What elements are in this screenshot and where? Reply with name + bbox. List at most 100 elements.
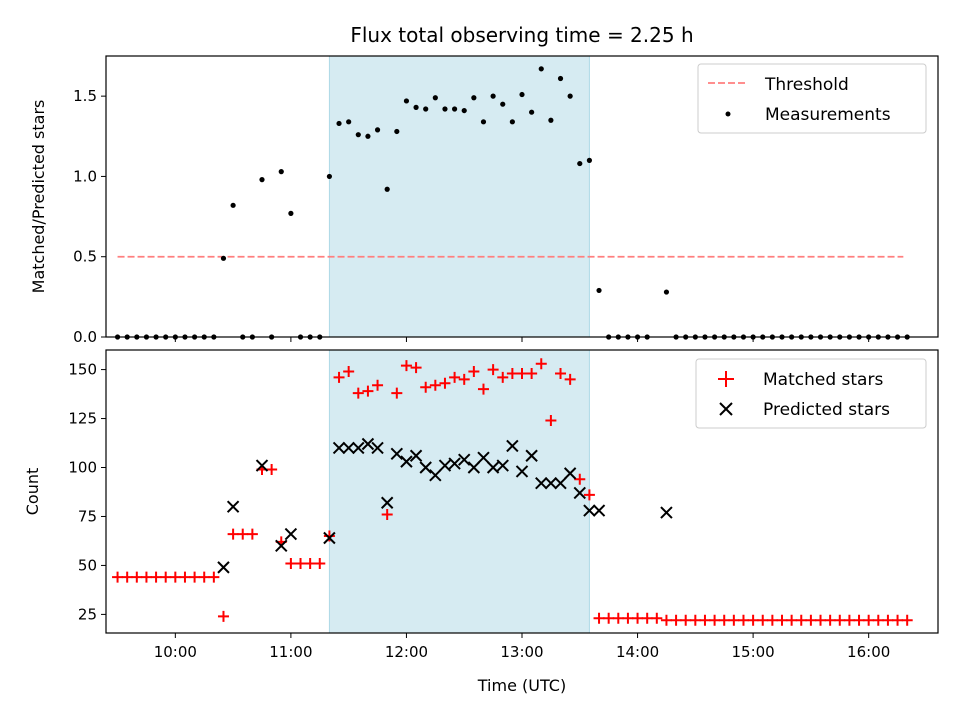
- matched-star-point: [246, 528, 258, 540]
- matched-star-point: [468, 366, 480, 378]
- measurement-point: [490, 93, 496, 99]
- matched-star-point: [718, 614, 730, 626]
- measurement-point: [278, 169, 284, 175]
- bottom-x-axis-label: Time (UTC): [477, 676, 566, 695]
- bottom-x-tick-label: 11:00: [269, 643, 312, 661]
- top-legend-box: [697, 63, 927, 134]
- bottom-plot-marks: [112, 358, 913, 626]
- matched-star-point: [372, 379, 384, 391]
- matched-star-point: [121, 571, 133, 583]
- measurement-point: [471, 95, 477, 101]
- predicted-star-point: [458, 453, 471, 466]
- top-x-ticks: [174, 337, 870, 342]
- top-y-tick-label: 0.0: [73, 328, 97, 346]
- matched-star-point: [728, 614, 740, 626]
- predicted-star-point: [284, 527, 298, 541]
- predicted-star-point: [525, 449, 538, 462]
- matched-star-point: [304, 557, 316, 569]
- matched-star-point: [863, 614, 875, 626]
- matched-star-point: [574, 473, 586, 485]
- measurement-point: [451, 106, 458, 112]
- matched-star-point: [699, 614, 711, 626]
- matched-star-point: [362, 385, 374, 397]
- measurement-point: [394, 128, 400, 135]
- measurement-point: [461, 107, 467, 114]
- predicted-star-point: [506, 439, 519, 453]
- matched-star-point: [651, 612, 663, 624]
- predicted-star-point: [515, 465, 529, 478]
- predicted-star-point: [371, 441, 384, 455]
- matched-star-point: [237, 528, 249, 540]
- measurement-point: [548, 117, 554, 123]
- bottom-x-tick-label: 12:00: [385, 643, 428, 661]
- predicted-star-point: [660, 506, 673, 519]
- matched-star-point: [506, 368, 518, 380]
- measurement-point: [442, 106, 448, 112]
- predicted-star-point: [486, 461, 500, 474]
- matched-star-point: [323, 530, 335, 542]
- predicted-star-point: [275, 539, 288, 553]
- matched-star-point: [439, 377, 451, 389]
- bottom-x-tick-label: 10:00: [154, 643, 197, 661]
- matched-star-point: [882, 614, 894, 626]
- matched-star-point: [815, 614, 827, 626]
- matched-star-point: [757, 614, 769, 626]
- predicted-star-point: [583, 504, 596, 517]
- bottom-legend: Matched stars Predicted stars: [695, 358, 927, 429]
- figure-title: Flux total observing time = 2.25 h: [350, 23, 693, 47]
- matched-star-point: [140, 571, 152, 583]
- predicted-star-point: [332, 441, 346, 455]
- predicted-star-point: [592, 504, 606, 517]
- matched-star-point: [169, 571, 181, 583]
- measurement-point: [557, 75, 564, 82]
- predicted-star-point: [429, 469, 442, 482]
- predicted-star-point: [226, 500, 240, 513]
- bottom-y-tick-label: 75: [78, 507, 97, 525]
- predicted-star-point: [438, 459, 452, 472]
- predicted-star-point: [535, 476, 548, 490]
- bottom-y-ticks: 25 50 75 100 125 150: [68, 361, 106, 623]
- matched-star-point: [179, 571, 191, 583]
- bottom-y-tick-label: 25: [78, 605, 97, 623]
- bottom-y-axis-label: Count: [23, 468, 42, 516]
- matched-star-point: [429, 379, 441, 391]
- matched-star-point: [824, 614, 836, 626]
- bottom-x-tick-label: 15:00: [731, 643, 774, 661]
- measurement-point: [403, 98, 410, 104]
- bottom-legend-box: [695, 358, 927, 429]
- matched-star-point: [487, 364, 499, 376]
- predicted-star-point: [544, 476, 558, 490]
- matched-star-point: [564, 373, 576, 385]
- matched-star-point: [285, 557, 297, 569]
- bottom-y-tick-label: 100: [68, 459, 97, 477]
- matched-star-point: [333, 371, 345, 383]
- predicted-star-point: [563, 467, 577, 480]
- matched-star-point: [535, 358, 547, 370]
- matched-star-point: [410, 362, 422, 374]
- matched-stars-legend-label: Matched stars: [763, 370, 883, 390]
- matched-star-point: [872, 614, 884, 626]
- predicted-stars-legend-swatch: [719, 402, 733, 416]
- measurement-point: [288, 210, 294, 216]
- predicted-star-point: [217, 561, 230, 574]
- measurement-point: [423, 106, 429, 112]
- measurement-point: [365, 133, 371, 139]
- matched-star-point: [150, 571, 162, 583]
- measurement-point: [529, 109, 535, 115]
- matched-star-point: [266, 463, 278, 475]
- top-highlight-span: [328, 55, 590, 338]
- top-y-ticks: 0.0 0.5 1.0 1.5: [73, 87, 106, 346]
- matched-star-point: [477, 383, 489, 395]
- measurement-point: [355, 132, 361, 138]
- measurements-legend-swatch: [725, 111, 731, 117]
- predicted-star-point: [477, 451, 490, 464]
- matched-star-point: [295, 557, 307, 569]
- matched-star-point: [217, 610, 229, 622]
- bottom-panel: 10:00 11:00 12:00 13:00 14:00 15:00 16:00 25 50…: [23, 349, 939, 695]
- top-observing-window: [328, 55, 590, 338]
- bottom-observing-window: [328, 349, 590, 634]
- predicted-star-point: [323, 531, 336, 545]
- measurement-point: [432, 95, 438, 101]
- matched-stars-legend-swatch: [718, 371, 734, 387]
- predicted-star-point: [419, 461, 432, 474]
